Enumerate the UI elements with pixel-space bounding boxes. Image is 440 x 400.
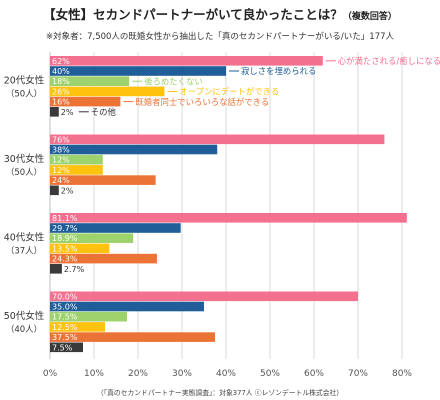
x-tick-label: 20% [128, 369, 148, 379]
bar-value-label: 12.5% [52, 323, 78, 332]
x-tick-label: 30% [172, 369, 192, 379]
x-tick-label: 60% [304, 369, 324, 379]
series-annotation: 心が満たされる/癒しになる [338, 56, 440, 66]
bar-value-label: 7.5% [52, 343, 73, 352]
bar [50, 213, 407, 223]
bar-value-label: 18% [52, 77, 70, 86]
x-tick-label: 80% [392, 369, 412, 379]
group-count-label: （50人） [6, 89, 42, 100]
bar-value-label: 81.1% [52, 214, 78, 223]
source-footnote: （「真のセカンドパートナー実態調査」：対象377人 ⓒレゾンデートル株式会社） [96, 389, 344, 397]
series-annotation: オープンにデートができる [179, 87, 279, 97]
bar [50, 154, 103, 165]
series-annotation: 寂しさを埋められる [241, 66, 316, 76]
bar [50, 175, 156, 185]
bar-value-label: 24% [52, 176, 70, 185]
bar [50, 134, 385, 145]
bar [50, 56, 323, 66]
bar-value-label: 2% [61, 186, 74, 195]
group-count-label: （37人） [6, 246, 42, 257]
bar-value-label: 18.9% [52, 234, 78, 243]
group-count-label: （50人） [6, 167, 42, 178]
bar-value-label: 35.0% [52, 303, 78, 312]
chart-title-text: 【女性】セカンドパートナーがいて良かったことは？ [43, 7, 343, 22]
bar [50, 66, 226, 76]
bar-value-label: 62% [52, 57, 70, 66]
bar [50, 291, 358, 302]
x-tick-label: 10% [84, 369, 104, 379]
bar-value-label: 38% [52, 146, 70, 155]
bar [50, 342, 83, 353]
series-annotation: その他 [91, 107, 117, 117]
chart-subtitle: ※対象者：7,500人の既婚女性から抽出した「真のセカンドパートナーがいる/いた… [45, 32, 395, 42]
bar-value-label: 2% [61, 108, 74, 117]
x-tick-label: 70% [348, 369, 368, 379]
bar-value-label: 16% [52, 98, 70, 107]
bar [50, 243, 110, 254]
bar-value-label: 40% [52, 67, 70, 76]
bar [50, 144, 218, 155]
bar-value-label: 70.0% [52, 292, 78, 301]
bar [50, 86, 165, 97]
bar [50, 322, 105, 332]
bar [50, 76, 130, 86]
bar [50, 301, 204, 312]
bar [50, 332, 215, 342]
bar-value-label: 13.5% [52, 244, 78, 253]
chart-title-note: （複数回答） [342, 12, 397, 22]
bar [50, 253, 157, 264]
x-tick-label: 50% [260, 369, 280, 379]
series-annotation: 既婚者同士でいろいろな話ができる [135, 97, 269, 107]
group-count-label: （40人） [6, 324, 42, 335]
bar [50, 185, 59, 196]
bar [50, 223, 181, 233]
bar [50, 96, 121, 107]
group-label: 40代女性 [4, 232, 45, 244]
bar [50, 165, 103, 175]
bar-value-label: 26% [52, 87, 70, 96]
bar-value-label: 2.7% [64, 265, 85, 274]
group-label: 30代女性 [4, 153, 45, 165]
bar-value-label: 12% [52, 156, 70, 165]
bar-value-label: 37.5% [52, 333, 78, 342]
x-tick-label: 40% [216, 369, 236, 379]
bar [50, 264, 62, 274]
bar-value-label: 29.7% [52, 224, 78, 233]
bar-value-label: 12% [52, 166, 70, 175]
x-tick-label: 0% [43, 369, 58, 379]
group-label: 50代女性 [4, 310, 45, 322]
group-label: 20代女性 [4, 75, 45, 87]
chart-title: 【女性】セカンドパートナーがいて良かったことは？（複数回答） [0, 4, 440, 23]
bar-value-label: 17.5% [52, 313, 78, 322]
bar-value-label: 24.3% [52, 255, 78, 264]
bar-value-label: 76% [52, 135, 70, 144]
bar [50, 107, 59, 117]
series-annotation: 後ろめたくない [144, 76, 203, 86]
bar [50, 233, 134, 243]
bar [50, 311, 127, 322]
